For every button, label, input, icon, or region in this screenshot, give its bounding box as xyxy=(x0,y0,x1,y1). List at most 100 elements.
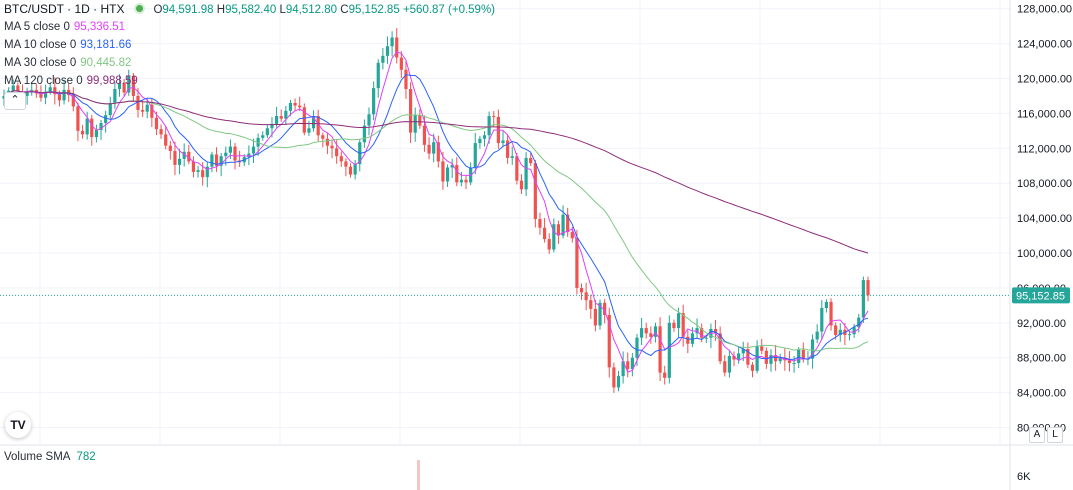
candle-body xyxy=(626,361,630,370)
candle-body xyxy=(773,355,778,362)
candle-body xyxy=(820,308,824,332)
candle-body xyxy=(861,280,865,318)
candle-body xyxy=(168,145,172,151)
candle-body xyxy=(219,156,223,166)
candle-body xyxy=(224,152,228,157)
price-tick-label: 124,000.00 xyxy=(1017,39,1072,51)
candle-body xyxy=(302,107,306,133)
candle-body xyxy=(335,148,339,157)
candle-body xyxy=(196,170,200,172)
candle-body xyxy=(330,145,334,149)
candle-body xyxy=(464,179,468,183)
candle-body xyxy=(117,82,122,89)
candle-body xyxy=(621,361,625,377)
candle-body xyxy=(127,75,131,93)
candle-body xyxy=(681,313,685,337)
candle-body xyxy=(741,349,745,354)
candle-body xyxy=(131,75,135,96)
candle-body xyxy=(62,89,66,101)
candle-body xyxy=(542,227,547,240)
volume-legend[interactable]: Volume SMA 782 xyxy=(4,451,96,463)
candle-body xyxy=(399,57,403,70)
ma10-legend[interactable]: MA 10 close 0 93,181.66 xyxy=(4,39,132,51)
candle-body xyxy=(43,91,48,98)
candle-body xyxy=(436,142,440,162)
candle-body xyxy=(787,360,792,363)
candle-body xyxy=(353,164,357,175)
candle-body xyxy=(395,37,399,58)
candle-body xyxy=(533,163,537,220)
candle-body xyxy=(672,322,676,329)
candle-body xyxy=(71,95,75,107)
candle-body xyxy=(566,214,570,233)
candle-body xyxy=(482,135,487,139)
price-tick-label: 100,000.00 xyxy=(1017,248,1072,260)
volume-tick-label: 6K xyxy=(1017,471,1031,483)
ma5-line xyxy=(3,51,869,373)
candle-body xyxy=(367,114,371,126)
candle-body xyxy=(478,138,482,144)
auto-scale-button[interactable]: A xyxy=(1029,427,1045,443)
candle-body xyxy=(108,102,112,116)
candle-body xyxy=(473,143,477,168)
last-price-tag xyxy=(1012,287,1070,304)
candle-body xyxy=(422,125,427,145)
price-tick-label: 128,000.00 xyxy=(1017,4,1072,16)
candle-body xyxy=(85,118,89,135)
symbol-title[interactable]: BTC/USDT · 1D · HTX xyxy=(4,2,125,16)
candle-body xyxy=(653,326,658,337)
ma30-legend[interactable]: MA 30 close 0 90,445.82 xyxy=(4,57,132,69)
candle-body xyxy=(150,104,154,118)
log-scale-button[interactable]: L xyxy=(1047,427,1063,443)
candle-body xyxy=(487,116,491,136)
candle-body xyxy=(154,117,159,130)
volume-bar xyxy=(417,460,420,490)
candle-body xyxy=(284,110,288,119)
candle-body xyxy=(270,123,274,129)
candle-body xyxy=(441,161,445,182)
candle-body xyxy=(450,164,454,168)
candle-body xyxy=(344,161,348,167)
collapse-legend-button[interactable]: ⌃ xyxy=(4,92,26,110)
candle-body xyxy=(667,322,671,378)
candle-body xyxy=(815,331,819,340)
ma120-legend[interactable]: MA 120 close 0 99,988.59 xyxy=(4,75,138,87)
candle-body xyxy=(39,93,43,98)
candle-body xyxy=(80,130,85,135)
ma10-line xyxy=(3,74,869,360)
candle-body xyxy=(413,115,417,133)
candle-body xyxy=(339,156,343,162)
candle-body xyxy=(311,116,316,129)
tradingview-logo[interactable]: TV xyxy=(5,412,31,438)
candle-body xyxy=(201,170,205,178)
candle-body xyxy=(182,151,186,159)
candle-body xyxy=(362,125,366,143)
candle-body xyxy=(607,314,611,368)
candle-body xyxy=(459,179,464,183)
candle-body xyxy=(177,158,182,165)
candle-body xyxy=(205,166,209,178)
candle-body xyxy=(524,157,528,190)
candle-body xyxy=(834,325,838,336)
candle-body xyxy=(418,115,422,126)
candle-body xyxy=(529,157,533,164)
candle-body xyxy=(718,333,722,362)
candle-body xyxy=(866,280,870,296)
candle-body xyxy=(797,349,801,363)
ma5-legend[interactable]: MA 5 close 0 95,336.51 xyxy=(4,21,126,33)
candle-body xyxy=(16,85,20,92)
price-tick-label: 92,000.00 xyxy=(1017,318,1066,330)
price-tick-label: 108,000.00 xyxy=(1017,178,1072,190)
price-tick-label: 104,000.00 xyxy=(1017,213,1072,225)
candle-body xyxy=(256,137,260,147)
candle-body xyxy=(293,102,297,106)
candle-body xyxy=(233,146,237,161)
candle-body xyxy=(325,138,330,146)
market-status-icon xyxy=(134,3,146,14)
candle-body xyxy=(769,355,773,364)
candle-body xyxy=(783,357,787,361)
candle-body xyxy=(584,292,588,301)
price-tick-label: 116,000.00 xyxy=(1017,108,1071,120)
candle-body xyxy=(298,105,302,108)
